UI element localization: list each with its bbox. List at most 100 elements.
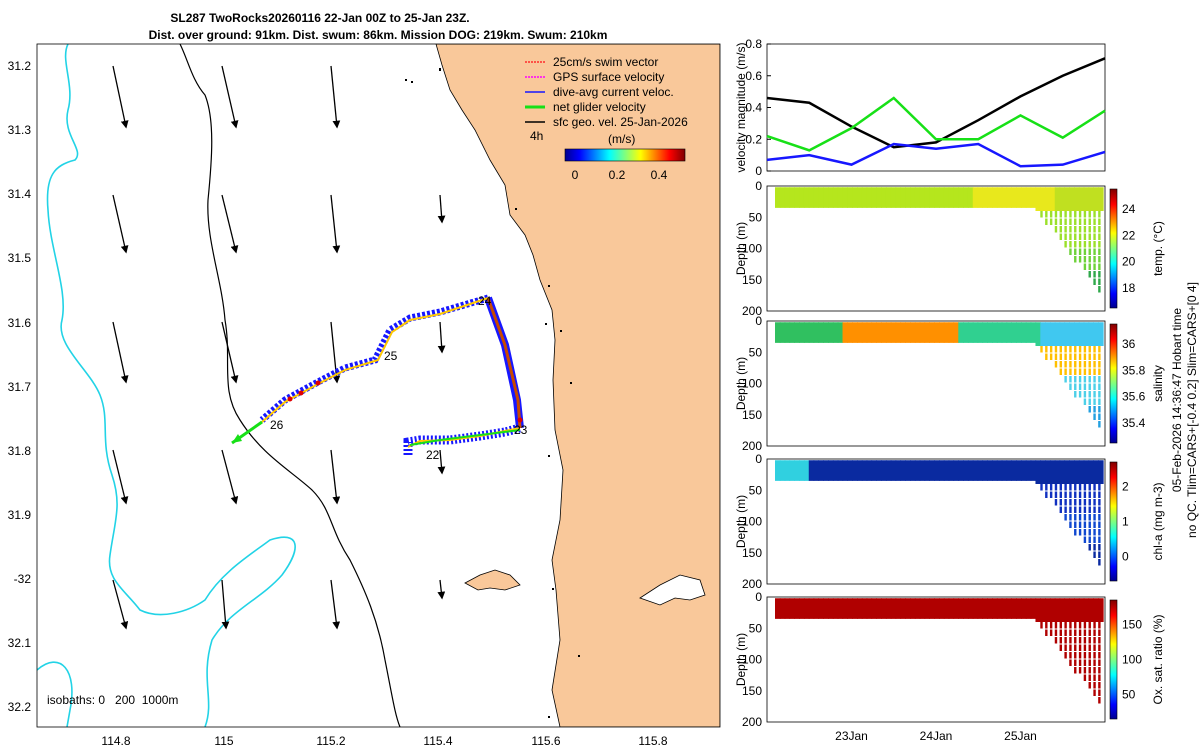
depth-tick: 150 xyxy=(742,546,762,560)
legend-sfc: sfc geo. vel. 25-Jan-2026 xyxy=(553,115,688,129)
colorbar-tick: 35.8 xyxy=(1122,363,1146,377)
depth-tick: 150 xyxy=(742,408,762,422)
geo-arrow xyxy=(330,194,341,254)
colorbar-tick: 1 xyxy=(1122,515,1129,529)
velocity-y-tick: 0.4 xyxy=(745,101,762,115)
colorbar-tick: 50 xyxy=(1122,688,1136,702)
colorbar-label: Ox. sat. ratio (%) xyxy=(1151,614,1165,704)
colorbar-tick: 18 xyxy=(1122,281,1136,295)
map-x-tick: 115.8 xyxy=(638,734,667,748)
section-colorbar xyxy=(1109,323,1118,444)
velocity-y-tick: 0.2 xyxy=(745,132,762,146)
date-tick: 25Jan xyxy=(1004,729,1037,743)
map-x-tick: 115 xyxy=(214,734,233,748)
geo-arrow xyxy=(437,194,446,224)
sfc-geo-velocity-arrows xyxy=(112,65,446,630)
colorbar-tick: 2 xyxy=(1122,480,1129,494)
depth-tick: 0 xyxy=(755,314,762,328)
depth-tick: 50 xyxy=(749,483,763,497)
depth-tick: 50 xyxy=(749,345,763,359)
track-day-25: 25 xyxy=(384,349,398,363)
map-y-tick: -32 xyxy=(14,572,32,586)
island xyxy=(464,569,521,591)
map-x-axis: 114.8 115 115.2 115.4 115.6 115.8 xyxy=(101,734,667,748)
depth-tick: 0 xyxy=(755,590,762,604)
map-y-tick: 31.8 xyxy=(8,444,32,458)
map-y-tick: 32.2 xyxy=(8,700,32,714)
depth-tick: 200 xyxy=(742,715,762,729)
map-y-tick: 31.9 xyxy=(8,508,32,522)
geo-arrow xyxy=(437,449,446,475)
depth-tick: 100 xyxy=(742,377,762,391)
map-y-tick: 31.4 xyxy=(8,187,32,201)
geo-arrow xyxy=(112,321,129,384)
map-y-tick: 31.5 xyxy=(8,251,32,265)
geo-arrow xyxy=(437,321,446,354)
depth-tick: 50 xyxy=(749,210,763,224)
legend-dive-avg: dive-avg current veloc. xyxy=(553,85,674,99)
section-colorbar xyxy=(1109,188,1118,309)
coast-rocks xyxy=(405,68,580,718)
depth-tick: 200 xyxy=(742,439,762,453)
depth-tick: 200 xyxy=(742,577,762,591)
colorbar-label: temp. (°C) xyxy=(1151,221,1165,276)
colorbar-tick: 35.4 xyxy=(1122,416,1146,430)
section-panel-2: 0 50 100 150 200 Depth (m) 35.4 35.6 35.8 36 salin… xyxy=(734,314,1165,453)
speed-colorbar xyxy=(564,148,686,162)
velocity-y-tick: 0.6 xyxy=(745,69,762,83)
track-day-26: 26 xyxy=(270,418,284,432)
depth-ylabel: Depth (m) xyxy=(734,222,748,275)
track-day-22: 22 xyxy=(426,448,440,462)
depth-tick: 100 xyxy=(742,653,762,667)
map-y-tick: 31.2 xyxy=(8,59,32,73)
colorbar-tick: 20 xyxy=(1122,255,1136,269)
map-x-tick: 114.8 xyxy=(101,734,130,748)
track-day-23: 23 xyxy=(514,423,528,437)
map-legend: 25cm/s swim vector GPS surface velocity … xyxy=(525,55,688,182)
section-panel-1: 0 50 100 150 200 Depth (m) 18 20 22 24 temp. (°C) xyxy=(734,179,1165,318)
legend-gps: GPS surface velocity xyxy=(553,70,664,84)
depth-tick: 150 xyxy=(742,273,762,287)
depth-ylabel: Depth (m) xyxy=(734,357,748,410)
velocity-series-black xyxy=(766,57,1106,149)
colorbar-tick: 0 xyxy=(572,168,579,182)
isobath-1000m-2 xyxy=(37,661,73,727)
title-line-2: Dist. over ground: 91km. Dist. swum: 86k… xyxy=(149,28,608,42)
colorbar-label: chl-a (mg m-3) xyxy=(1151,482,1165,560)
colorbar-tick: 0 xyxy=(1122,550,1129,564)
depth-tick: 100 xyxy=(742,242,762,256)
colorbar-tick: 22 xyxy=(1122,228,1136,242)
estuary xyxy=(639,574,706,606)
geo-arrow xyxy=(330,449,341,505)
title-line-1: SL287 TwoRocks20260116 22-Jan 00Z to 25-… xyxy=(170,11,469,25)
depth-tick: 150 xyxy=(742,684,762,698)
section-colorbar xyxy=(1109,461,1118,582)
depth-tick: 200 xyxy=(742,304,762,318)
geo-arrow xyxy=(221,65,239,129)
depth-ylabel: Depth (m) xyxy=(734,495,748,548)
section-panel-3: 0 50 100 150 200 Depth (m) 0 1 2 chl-a (mg m-3) xyxy=(734,452,1165,591)
section-colorbar xyxy=(1109,599,1118,720)
depth-tick: 0 xyxy=(755,452,762,466)
geo-arrow xyxy=(221,194,239,254)
map-x-tick: 115.2 xyxy=(316,734,345,748)
map-y-axis: 31.2 31.3 31.4 31.5 31.6 31.7 31.8 31.9 … xyxy=(8,59,32,714)
colorbar-tick: 0.4 xyxy=(651,168,668,182)
depth-tick: 0 xyxy=(755,179,762,193)
map-panel: 22 23 24 25 26 114.8 115 115.2 115.4 115… xyxy=(8,43,721,748)
map-x-tick: 115.4 xyxy=(423,734,452,748)
map-y-tick: 31.7 xyxy=(8,380,32,394)
velocity-y-tick: 0 xyxy=(755,164,762,178)
velocity-y-tick: 0.8 xyxy=(745,37,762,51)
geo-arrow xyxy=(221,579,230,630)
land xyxy=(435,44,720,727)
side-text-qc: no QC. Tlim=CARS+[-0.4 0.2] Slim=CARS+[0… xyxy=(1185,282,1199,538)
velocity-ylabel: velocity magnitude (m/s) xyxy=(734,42,748,172)
glider-track xyxy=(231,294,524,455)
depth-tick: 50 xyxy=(749,621,763,635)
colorbar-label: (m/s) xyxy=(608,132,635,146)
